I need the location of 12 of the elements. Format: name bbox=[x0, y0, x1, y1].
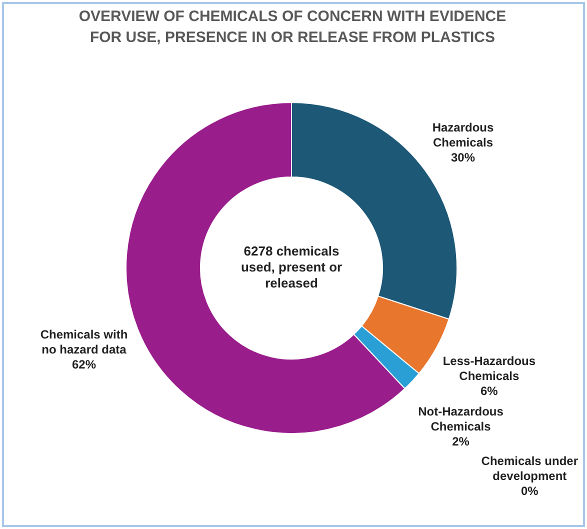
data-label: 2% bbox=[452, 434, 470, 448]
data-label: 30% bbox=[450, 150, 476, 165]
category-label: Chemicals under development bbox=[481, 454, 578, 484]
slice-label: Chemicals with no hazard data bbox=[40, 327, 128, 356]
text: 0% bbox=[520, 484, 538, 498]
slice-label: Not-Hazardous Chemicals bbox=[418, 404, 504, 434]
slice-label: Less-Hazardous Chemicals bbox=[442, 354, 536, 383]
chart-title: OVERVIEW OF CHEMICALS OF CONCERN WITH EVIDENCE FOR USE, PRESENCE IN OR RELEASE FROM PLASTICS bbox=[78, 7, 508, 48]
data-label: 6% bbox=[480, 384, 498, 398]
text: 6278 chemicals used, present or released bbox=[240, 244, 342, 291]
slice-label: Hazardous Chemicals bbox=[432, 120, 494, 150]
data-label: 62% bbox=[72, 357, 96, 372]
